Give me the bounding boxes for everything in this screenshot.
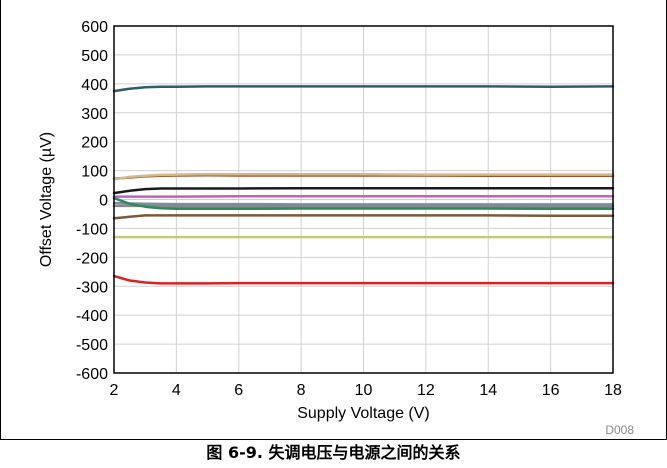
y-tick-labels: 600 500 400 300 200 100 0 -100 -200 -300 -400 -500 -… [76,19,108,383]
x-tick-label: 6 [234,382,243,399]
y-tick-label: -100 [76,221,108,238]
plot-area-frame [113,25,614,374]
figure-caption: 图 6-9. 失调电压与电源之间的关系 [206,443,461,462]
y-tick-label: -500 [76,337,108,354]
series-line-4 [112,186,615,195]
y-tick-label: 400 [81,77,108,94]
x-tick-label: 12 [417,382,435,399]
x-tick-label: 18 [604,382,622,399]
series-line-9 [112,214,615,220]
series-line-3 [112,172,615,181]
y-tick-label: 100 [81,164,108,181]
y-tick-label: -400 [76,308,108,325]
series-line-6 [112,201,615,206]
y-tick-label: 500 [81,48,108,65]
x-axis-label: Supply Voltage (V) [297,405,430,422]
figure-code: D008 [605,423,634,437]
x-tick-labels: 2 4 6 8 10 12 14 16 18 [110,382,622,399]
series-line-8 [112,196,615,211]
x-tick-label: 8 [297,382,306,399]
y-tick-label: -200 [76,250,108,267]
x-tick-label: 16 [542,382,560,399]
x-tick-label: 2 [110,382,119,399]
y-tick-label: 600 [81,19,108,36]
line-chart: 600 500 400 300 200 100 0 -100 -200 -300 -400 -500 -… [38,19,634,437]
y-tick-label: 0 [99,193,108,210]
x-tick-label: 10 [355,382,373,399]
y-tick-label: -600 [76,366,108,383]
series-group [112,85,615,285]
grid-lines [113,25,614,374]
series-line-11 [112,274,615,285]
y-axis-label: Offset Voltage (µV) [38,132,55,267]
y-tick-label: 200 [81,135,108,152]
y-tick-label: 300 [81,106,108,123]
y-tick-label: -300 [76,279,108,296]
x-tick-label: 4 [172,382,181,399]
x-tick-label: 14 [479,382,497,399]
series-line-1 [112,85,615,93]
